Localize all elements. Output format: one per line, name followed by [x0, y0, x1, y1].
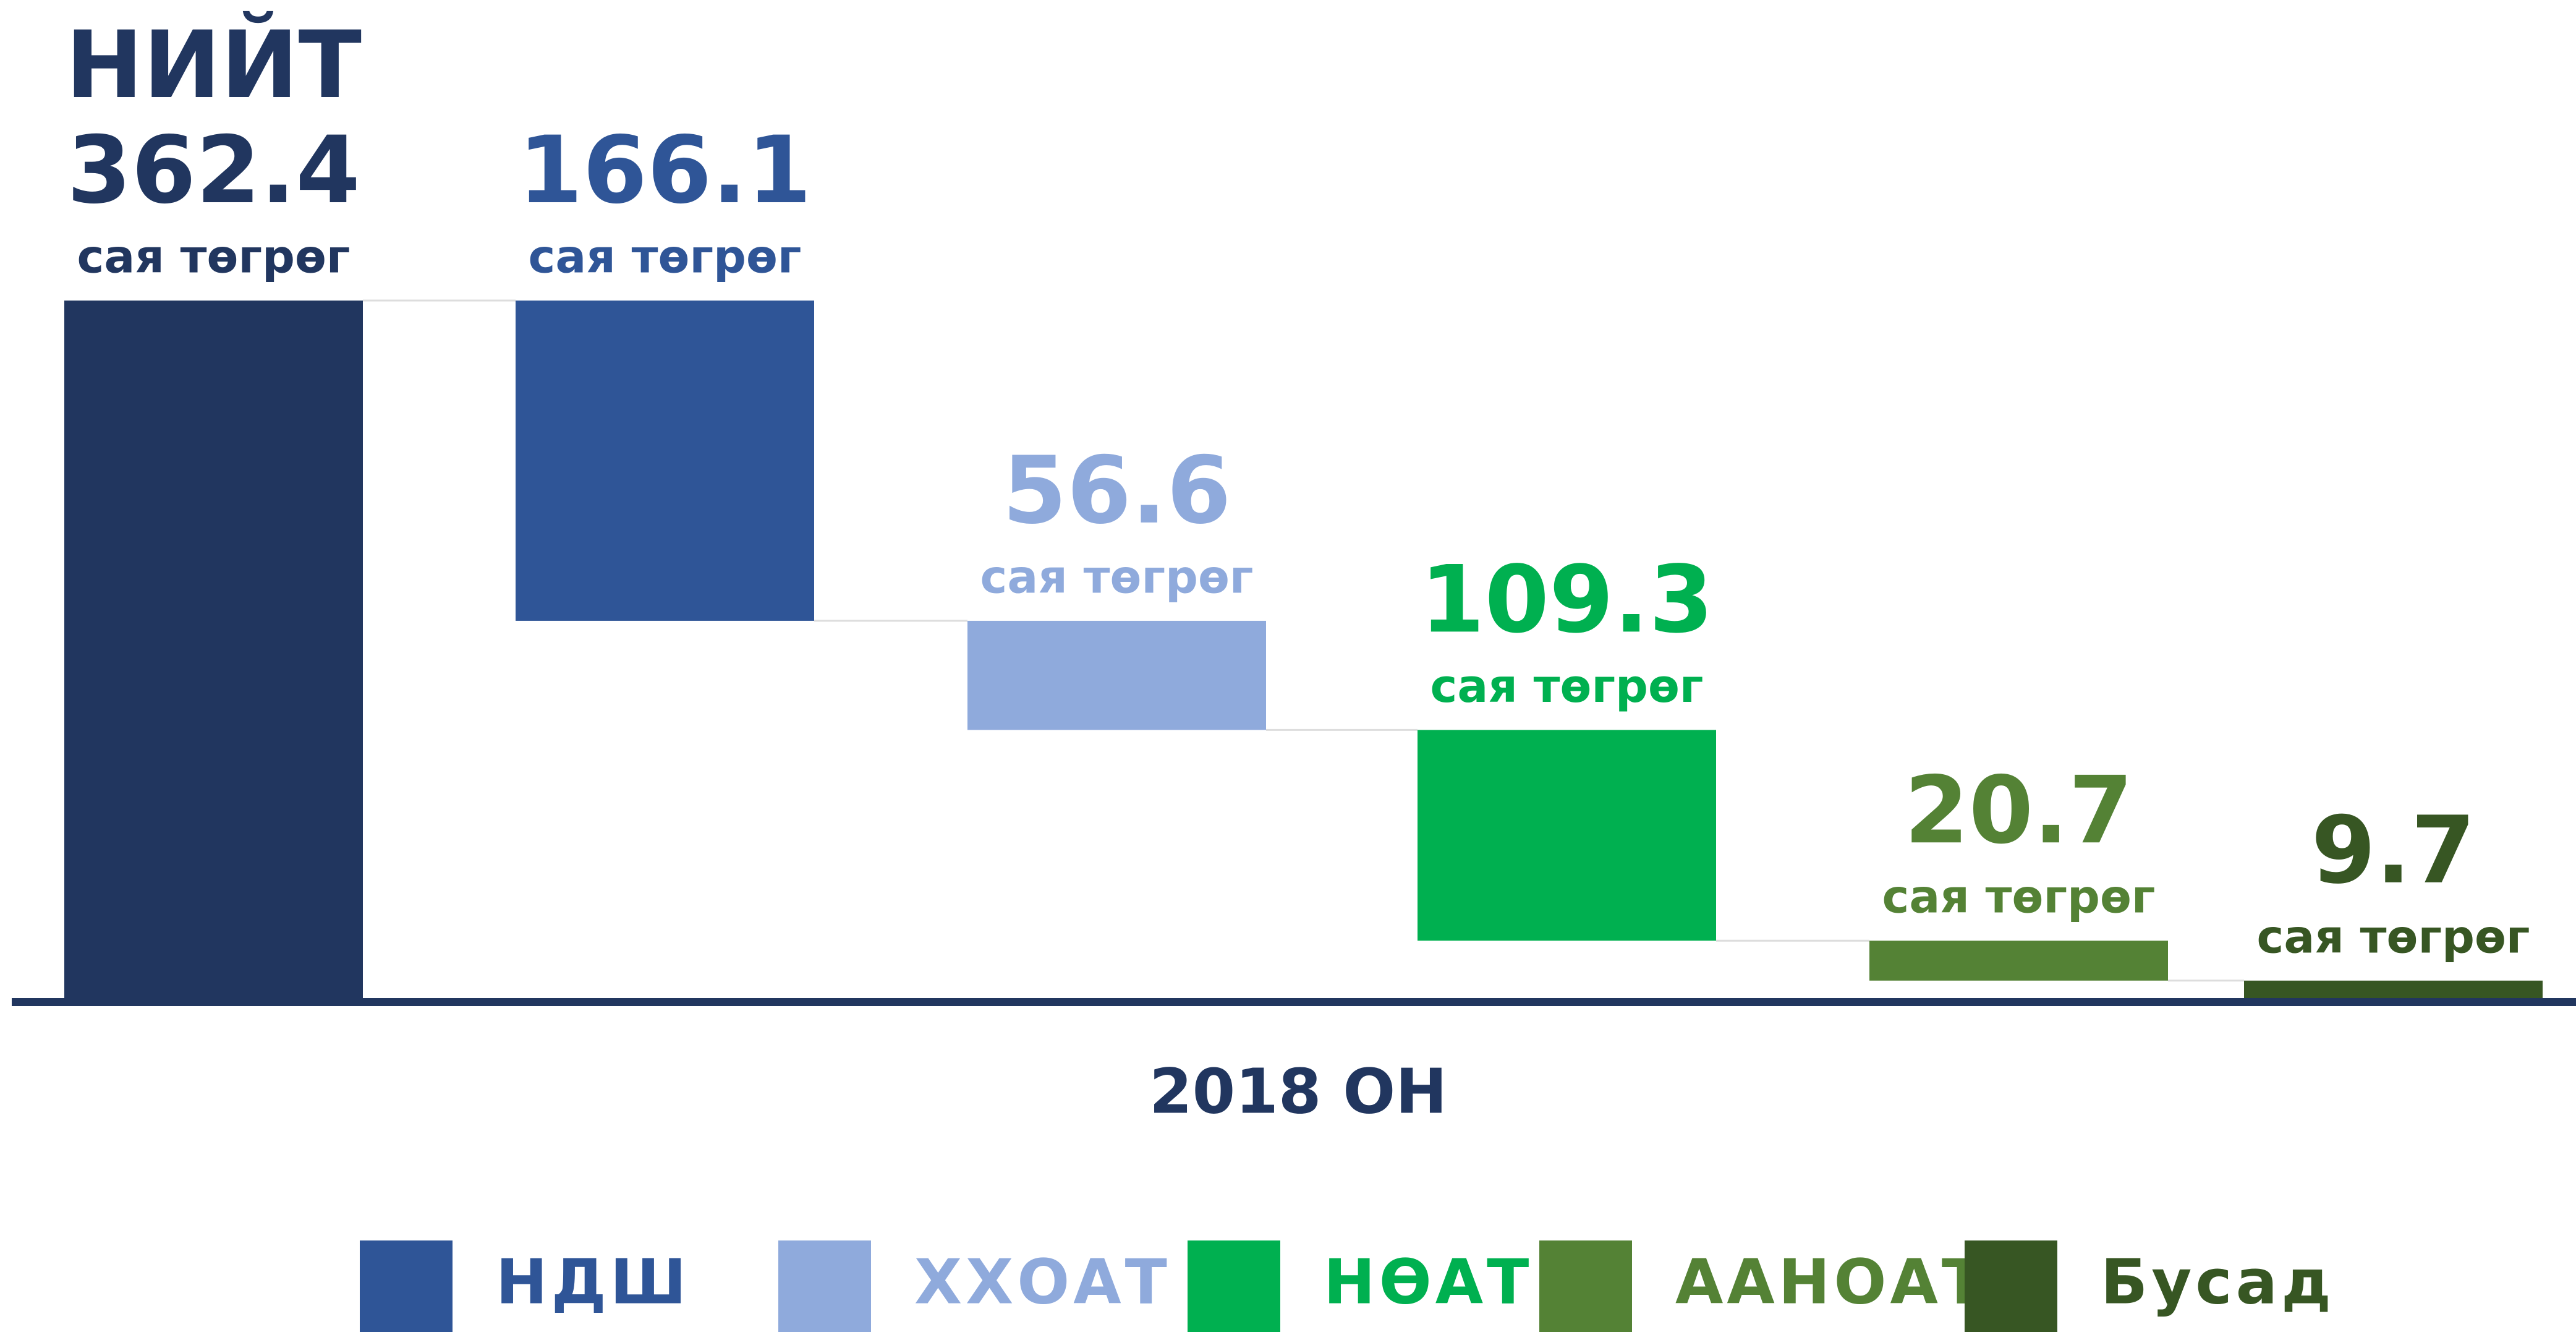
legend-swatch: [360, 1240, 453, 1332]
value-label: 20.7: [1904, 757, 2133, 865]
unit-label: сая төгрөг: [1430, 660, 1704, 713]
legend-label: ХХОАТ: [914, 1245, 1171, 1318]
legend-swatch: [1965, 1240, 2057, 1332]
value-label: 362.4: [67, 117, 360, 224]
unit-label: сая төгрөг: [2257, 910, 2530, 963]
unit-label: сая төгрөг: [1882, 871, 2156, 924]
legend-label: НӨАТ: [1324, 1245, 1532, 1318]
value-label: 166.1: [518, 117, 811, 224]
legend-label: Бусад: [2101, 1245, 2335, 1318]
baseline: [12, 998, 2576, 1006]
legend-swatch: [1188, 1240, 1280, 1332]
total-bar: [64, 301, 363, 999]
unit-label: сая төгрөг: [77, 231, 351, 284]
total-label: НИЙТ: [66, 11, 362, 119]
bar: [2244, 980, 2543, 999]
unit-label: сая төгрөг: [529, 231, 802, 284]
legend-swatch: [1539, 1240, 1632, 1332]
value-label: 9.7: [2311, 797, 2476, 905]
value-label: 109.3: [1420, 546, 1713, 654]
unit-label: сая төгрөг: [980, 550, 1254, 604]
legend-label: НДШ: [496, 1245, 690, 1318]
bar: [1869, 941, 2168, 981]
x-axis-label: 2018 ОН: [1149, 1055, 1447, 1127]
legend-label: ААНОАТ: [1675, 1245, 1987, 1318]
bar: [1418, 730, 1716, 941]
bar: [516, 301, 814, 621]
bar: [967, 620, 1266, 730]
value-label: 56.6: [1002, 437, 1231, 545]
legend-swatch: [778, 1240, 871, 1332]
